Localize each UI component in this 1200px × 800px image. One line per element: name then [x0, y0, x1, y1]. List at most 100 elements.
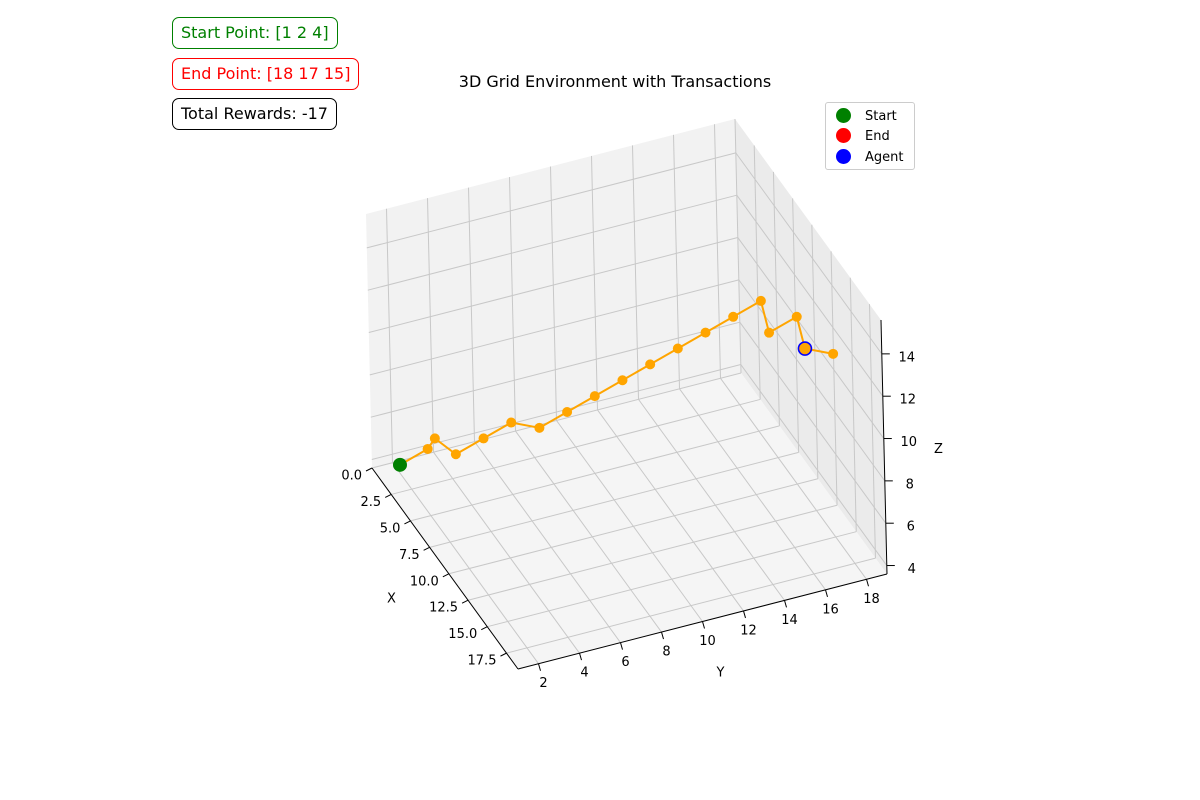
grid-line-y [550, 166, 557, 421]
x-tick: 12.5 [429, 599, 469, 616]
legend-start-label: Start [865, 109, 897, 124]
x-tick-label: 17.5 [468, 654, 497, 669]
grid-line-x [811, 224, 819, 479]
x-tick: 0.0 [341, 467, 373, 484]
grid-line-x [772, 171, 780, 426]
x-axis-label: X [387, 592, 396, 607]
start-point-label: Start Point: [1 2 4] [172, 17, 338, 49]
grid-line-z [735, 152, 883, 355]
z-tick: 12 [882, 393, 917, 408]
grid-line-x [753, 145, 761, 400]
start-point [392, 457, 407, 472]
path-point [728, 311, 739, 322]
path-point [617, 375, 628, 386]
path-point [672, 343, 683, 354]
legend-item-start: Start [836, 108, 897, 126]
path-point [700, 327, 711, 338]
y-tick-label: 2 [539, 676, 547, 691]
chart-title: 3D Grid Environment with Transactions [458, 72, 772, 91]
path-point [828, 348, 839, 359]
y-tick: 4 [579, 653, 589, 681]
grid-line-y [427, 198, 434, 453]
path-point [791, 311, 802, 322]
y-axis-label: Y [716, 666, 725, 681]
z-tick: 10 [883, 435, 917, 450]
z-tick: 6 [885, 520, 915, 535]
y-tick-mark [866, 579, 869, 587]
grid-line-z [366, 152, 736, 249]
y-tick-label: 4 [580, 666, 588, 681]
x-tick-label: 7.5 [399, 548, 420, 563]
grid-line-x [830, 251, 838, 506]
y-tick: 6 [620, 642, 630, 670]
legend-item-agent: Agent [836, 149, 903, 167]
legend-start-marker [836, 108, 851, 123]
grid-line-y [638, 399, 785, 601]
grid-line-y [474, 441, 621, 643]
x-tick: 10.0 [410, 573, 450, 589]
z-tick-label: 12 [900, 393, 917, 408]
x-tick-label: 10.0 [410, 574, 439, 589]
z-tick: 4 [886, 562, 916, 577]
y-tick: 14 [781, 600, 798, 628]
grid-line-y [515, 430, 662, 633]
grid-line-z [371, 364, 741, 461]
legend-end-label: End [865, 129, 890, 144]
grid-line-z [736, 194, 884, 397]
y-tick-mark [579, 653, 582, 661]
x-tick: 7.5 [399, 546, 430, 563]
grid-line-y [468, 187, 475, 442]
y-tick-label: 18 [863, 592, 880, 607]
z-axis-line [880, 319, 888, 575]
y-tick-label: 16 [822, 602, 839, 617]
y-tick: 18 [863, 579, 880, 607]
x-tick-label: 15.0 [448, 627, 477, 642]
y-tick-label: 14 [781, 613, 798, 628]
grid-line-y [720, 377, 867, 580]
y-tick-mark [743, 610, 746, 619]
x-tick: 2.5 [361, 494, 392, 510]
y-tick: 12 [740, 610, 757, 638]
z-tick-label: 4 [908, 562, 916, 577]
grid-lines [366, 118, 888, 665]
legend-agent-label: Agent [865, 150, 904, 165]
path-point [478, 433, 489, 444]
z-tick-label: 14 [899, 350, 916, 365]
x-tick-label: 0.0 [341, 469, 362, 484]
grid-line-y [591, 155, 598, 410]
grid-line-x [734, 118, 742, 374]
grid-line-x [849, 277, 857, 532]
y-tick-mark [702, 621, 705, 629]
x-tick-mark [481, 626, 488, 631]
path-point [589, 391, 600, 402]
path-point [422, 443, 433, 454]
legend-end-marker [836, 128, 851, 143]
grid-line-z [368, 237, 738, 334]
y-tick-mark [620, 642, 623, 650]
end-point-label: End Point: [18 17 15] [172, 58, 360, 90]
x-tick-label: 2.5 [361, 495, 382, 510]
legend-agent-marker [836, 149, 851, 164]
path-point [429, 433, 440, 444]
legend-item-end: End [836, 128, 890, 146]
path-point [506, 417, 517, 428]
y-tick-label: 8 [662, 645, 670, 660]
path-point [534, 422, 545, 433]
y-tick-label: 6 [621, 655, 629, 670]
x-axis-line [371, 467, 519, 670]
y-tick-mark [538, 663, 541, 671]
x-tick-mark [500, 652, 507, 657]
y-tick: 8 [661, 631, 671, 660]
path-point [645, 359, 656, 370]
y-tick-mark [661, 631, 664, 640]
y-tick-mark [825, 589, 828, 597]
grid-line-y [714, 124, 721, 379]
z-axis-label: Z [934, 442, 943, 457]
grid-line-z [740, 364, 888, 566]
y-tick-label: 10 [699, 634, 716, 649]
x-tick-mark [365, 467, 373, 472]
grid-line-y [556, 420, 703, 622]
z-tick-label: 8 [906, 477, 914, 492]
grid-line-x [792, 198, 800, 453]
